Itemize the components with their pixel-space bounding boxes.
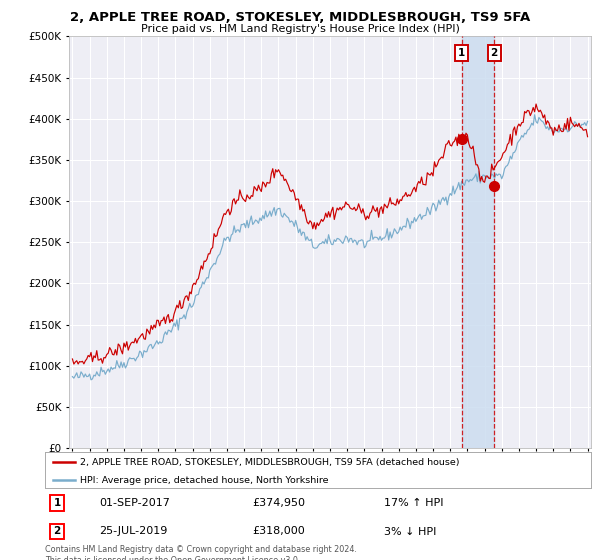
- Text: £318,000: £318,000: [253, 526, 305, 536]
- Text: 2, APPLE TREE ROAD, STOKESLEY, MIDDLESBROUGH, TS9 5FA: 2, APPLE TREE ROAD, STOKESLEY, MIDDLESBR…: [70, 11, 530, 24]
- Text: 17% ↑ HPI: 17% ↑ HPI: [383, 498, 443, 508]
- Text: 01-SEP-2017: 01-SEP-2017: [100, 498, 170, 508]
- Text: HPI: Average price, detached house, North Yorkshire: HPI: Average price, detached house, Nort…: [80, 476, 329, 485]
- Text: 1: 1: [458, 48, 466, 58]
- Text: 3% ↓ HPI: 3% ↓ HPI: [383, 526, 436, 536]
- Text: 1: 1: [53, 498, 61, 508]
- Text: 25-JUL-2019: 25-JUL-2019: [100, 526, 168, 536]
- Text: 2: 2: [53, 526, 61, 536]
- Bar: [462, 36, 494, 448]
- Text: Price paid vs. HM Land Registry's House Price Index (HPI): Price paid vs. HM Land Registry's House …: [140, 24, 460, 34]
- Text: Contains HM Land Registry data © Crown copyright and database right 2024.
This d: Contains HM Land Registry data © Crown c…: [45, 545, 357, 560]
- Text: 2: 2: [491, 48, 498, 58]
- Text: 2, APPLE TREE ROAD, STOKESLEY, MIDDLESBROUGH, TS9 5FA (detached house): 2, APPLE TREE ROAD, STOKESLEY, MIDDLESBR…: [80, 458, 460, 466]
- Text: £374,950: £374,950: [253, 498, 305, 508]
